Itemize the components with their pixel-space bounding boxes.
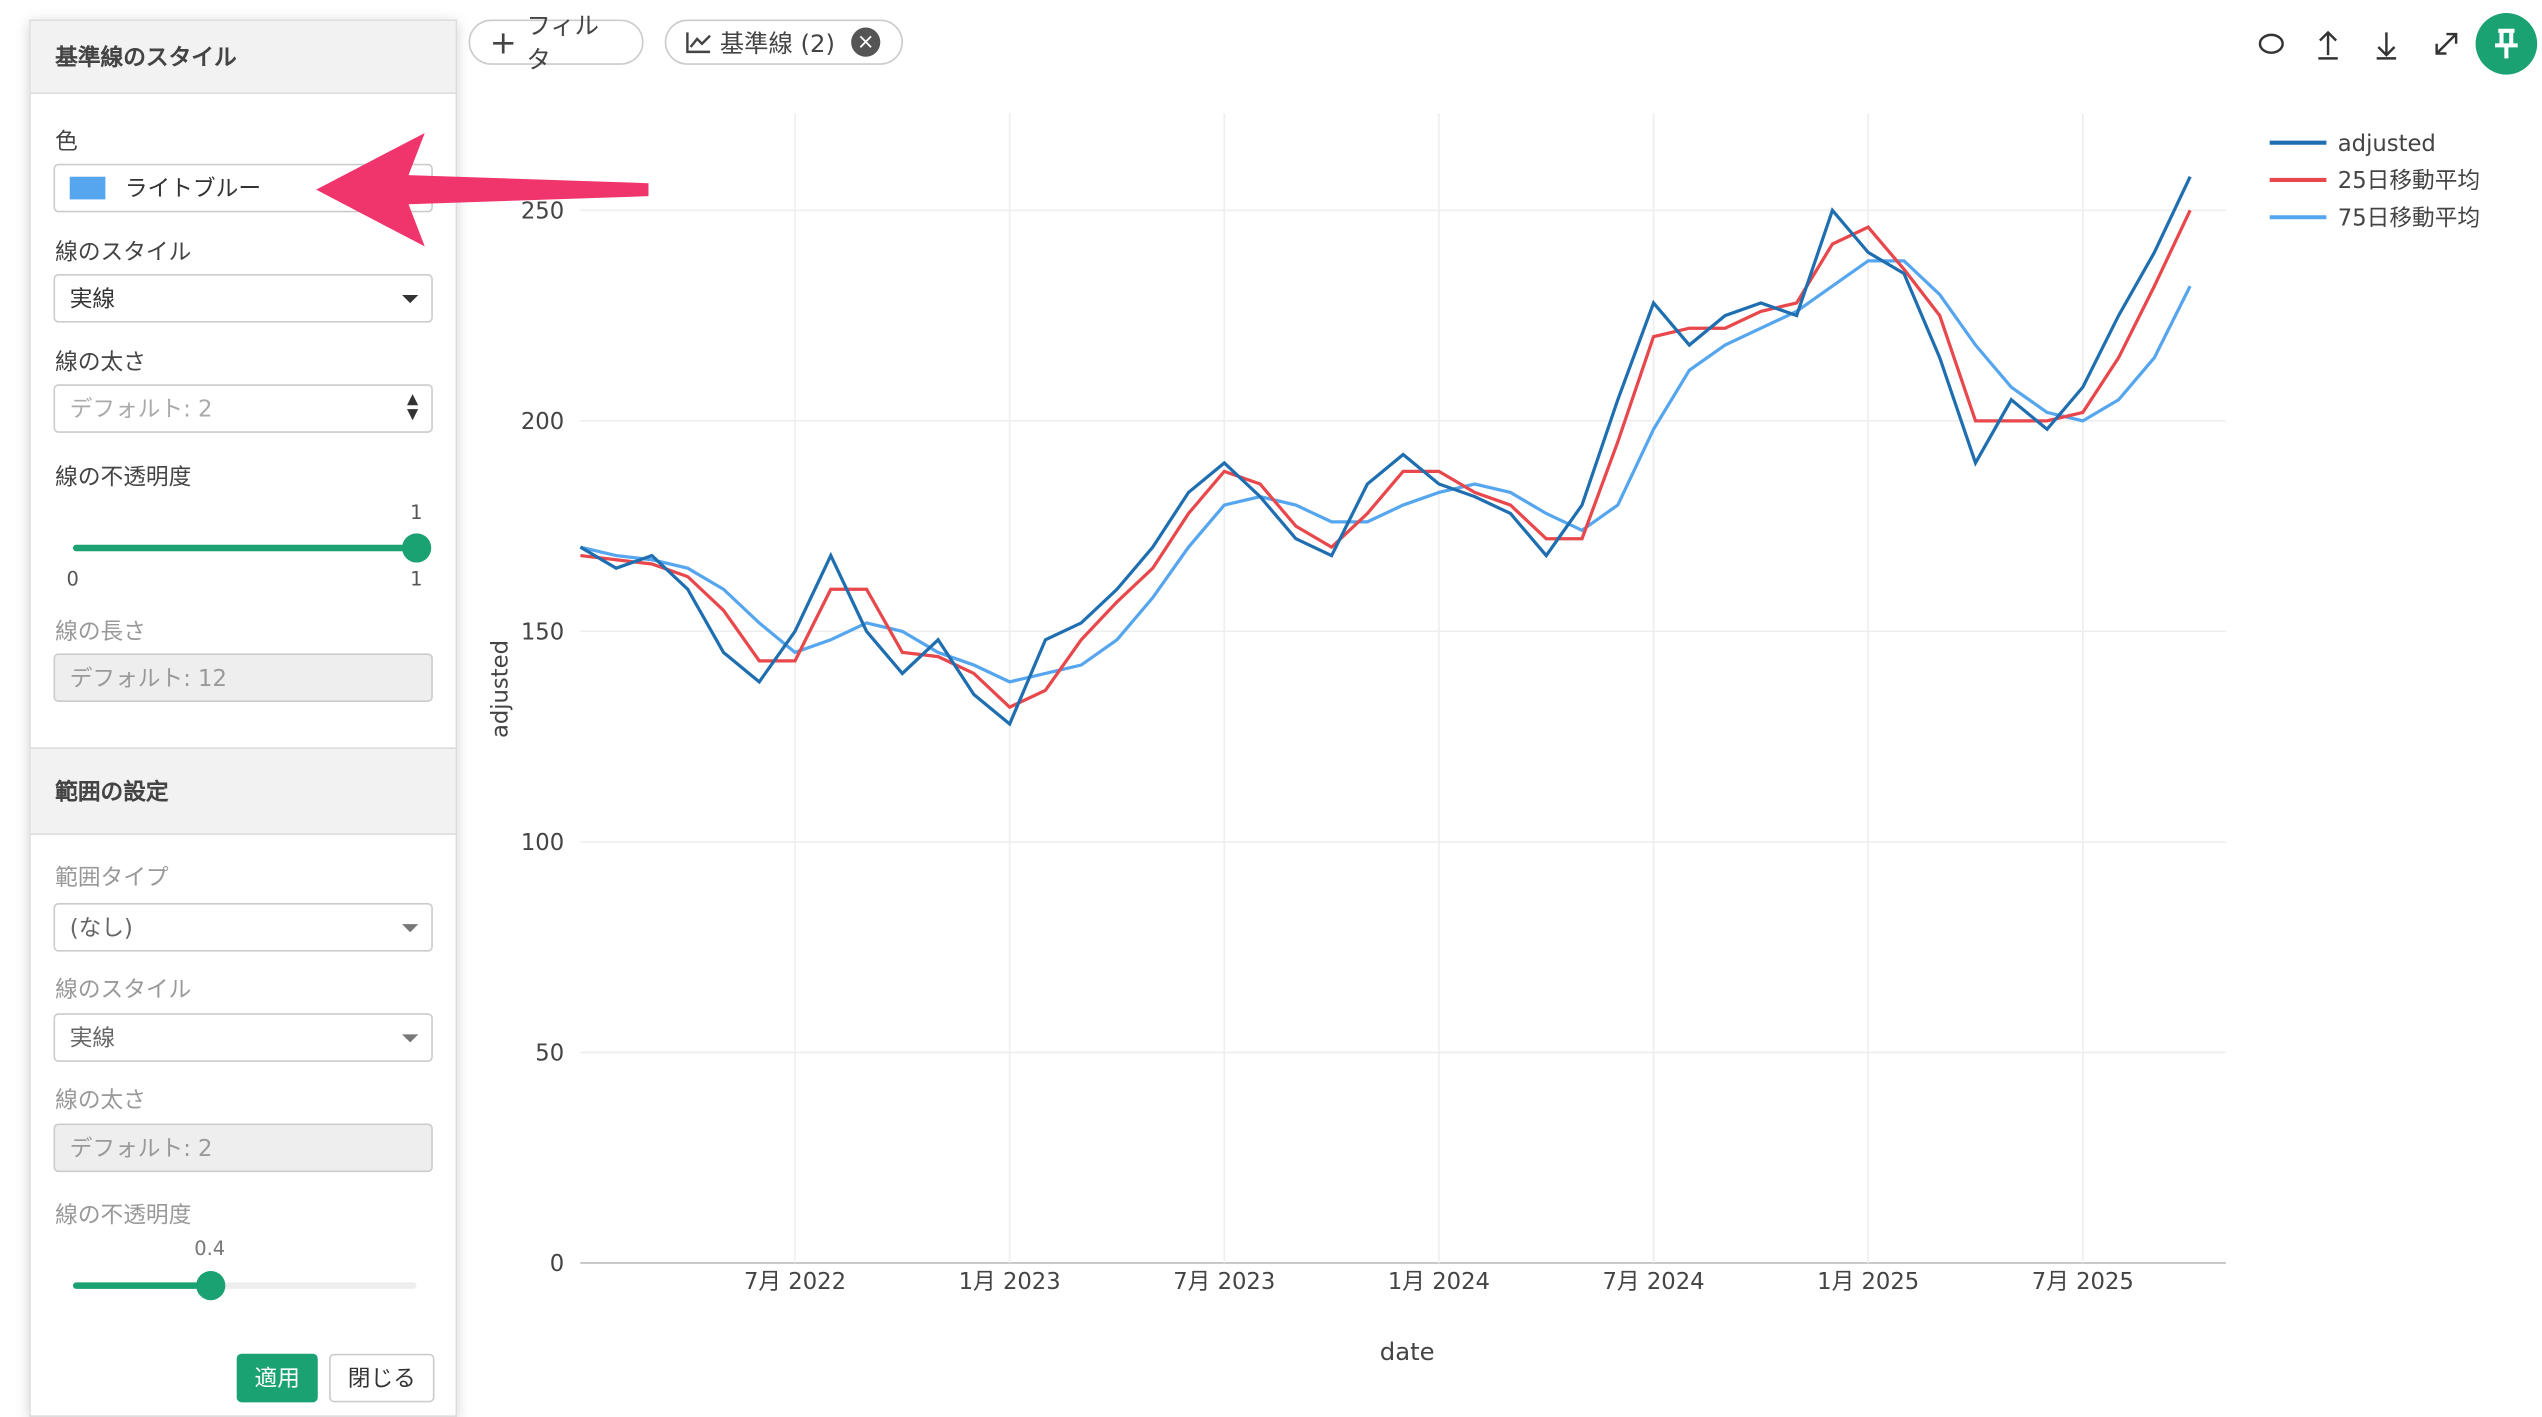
download-icon[interactable]: [2376, 32, 2397, 60]
y-tick-label: 100: [521, 830, 564, 856]
spinner: ▲ ▼: [407, 392, 419, 424]
label: 線の太さ: [55, 350, 146, 377]
placeholder: デフォルト: 2: [69, 397, 213, 424]
placeholder: デフォルト: 12: [69, 666, 227, 693]
reference-line-tag[interactable]: 基準線 (2) ×: [664, 19, 904, 65]
x-tick-label: 1月 2025: [1817, 1269, 1919, 1295]
disabled-input: デフォルト: 2: [53, 1123, 433, 1173]
slider-max: 1: [410, 567, 423, 591]
x-tick-label: 7月 2025: [2032, 1269, 2134, 1295]
select[interactable]: 実線: [53, 273, 433, 323]
select-value: (なし): [69, 915, 133, 942]
panel-title: 基準線のスタイル: [30, 21, 456, 95]
label: 線の長さ: [55, 619, 146, 646]
color-swatch: [69, 176, 106, 200]
caret: [402, 924, 419, 933]
y-axis-title: adjusted: [487, 640, 513, 738]
slider-knob[interactable]: [402, 533, 432, 563]
slider-value: 1: [410, 500, 423, 524]
x-tick-label: 7月 2023: [1173, 1269, 1275, 1295]
y-tick-label: 150: [521, 619, 564, 645]
line: [579, 175, 2192, 727]
select[interactable]: 実線: [53, 1013, 433, 1062]
label: 線の不透明度: [55, 1202, 192, 1229]
legend-label: 75日移動平均: [2338, 205, 2480, 231]
label: 色: [55, 129, 78, 156]
x-tick-label: 1月 2024: [1388, 1269, 1490, 1295]
select-value: 実線: [69, 286, 116, 313]
label: 線のスタイル: [55, 977, 192, 1004]
caret: [402, 1034, 419, 1043]
y-tick-label: 250: [521, 198, 564, 224]
caret: [402, 295, 419, 304]
disabled-input: デフォルト: 12: [53, 653, 433, 702]
placeholder: デフォルト: 2: [69, 1136, 213, 1163]
slider-knob[interactable]: [195, 1271, 226, 1301]
label: 線のスタイル: [55, 239, 192, 266]
select-value: ライトブルー: [124, 176, 262, 203]
slider[interactable]: [72, 533, 432, 563]
slider-value: 0.4: [194, 1236, 226, 1260]
label: 範囲タイプ: [55, 865, 169, 892]
x-tick-label: 1月 2023: [959, 1269, 1061, 1295]
y-tick-label: 200: [521, 409, 564, 435]
slider-fill: [72, 1282, 211, 1289]
toolbar-icons: [2258, 30, 2458, 60]
expand-icon[interactable]: [2435, 32, 2458, 55]
color-select[interactable]: ライトブルー: [53, 163, 433, 213]
x-tick-label: 7月 2024: [1603, 1269, 1705, 1295]
upload-icon[interactable]: [2318, 30, 2338, 60]
number-input[interactable]: デフォルト: 2 ▲ ▼: [53, 384, 433, 433]
slider-min: 0: [66, 567, 79, 591]
select-value: 実線: [69, 1026, 116, 1053]
select[interactable]: (なし): [53, 903, 433, 952]
comment-icon[interactable]: [2258, 33, 2284, 54]
chart-icon: [686, 32, 711, 54]
y-tick-label: 50: [535, 1041, 564, 1067]
plus-icon: +: [489, 22, 517, 62]
line: [580, 209, 2192, 710]
pin-icon: [2495, 28, 2518, 59]
x-axis-title: date: [1380, 1337, 1435, 1366]
filter-label: フィルタ: [526, 11, 599, 75]
remove-icon[interactable]: ×: [851, 27, 881, 57]
label: 線の不透明度: [55, 465, 192, 492]
close-button[interactable]: 閉じる: [329, 1353, 435, 1403]
apply-button[interactable]: 適用: [236, 1353, 318, 1403]
line: [580, 259, 2192, 684]
filter-button[interactable]: + フィルタ: [468, 11, 644, 75]
slider-fill: [72, 544, 417, 552]
slider[interactable]: [72, 1271, 417, 1301]
legend-label: 25日移動平均: [2338, 168, 2480, 194]
reference-line-label: 基準線 (2): [719, 28, 835, 58]
label: 線の太さ: [55, 1087, 146, 1114]
y-tick-label: 0: [550, 1251, 564, 1277]
section-title: 範囲の設定: [30, 747, 456, 835]
style-panel: 基準線のスタイル 色 ライトブルー 線のスタイル 実線 線の太さ デフォルト: …: [29, 19, 458, 1417]
x-tick-label: 7月 2022: [744, 1269, 846, 1295]
legend-label: adjusted: [2338, 131, 2436, 157]
